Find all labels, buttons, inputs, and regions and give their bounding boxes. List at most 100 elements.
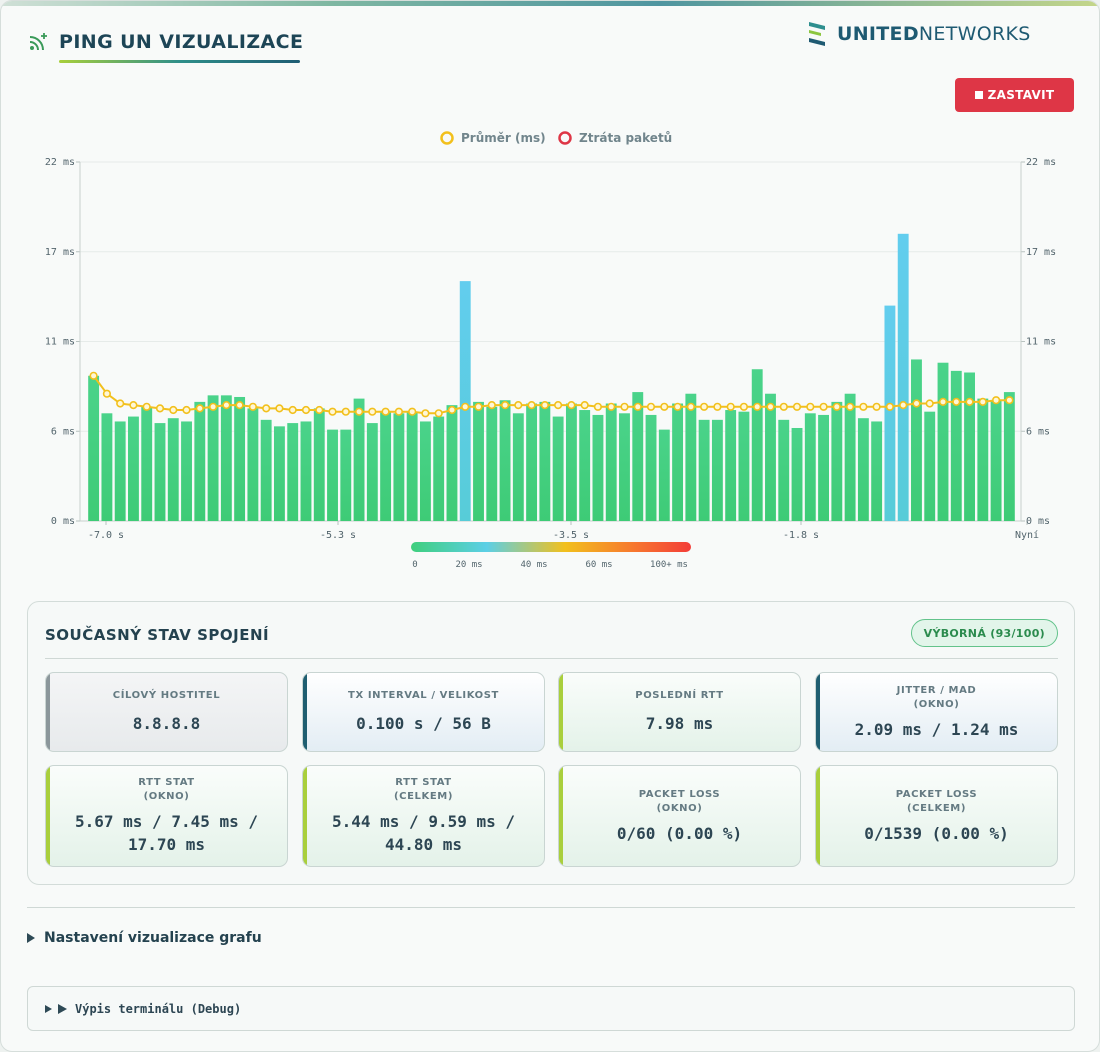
chart-bar xyxy=(897,233,909,522)
chart-bar xyxy=(473,401,484,521)
chart-bar xyxy=(300,421,312,521)
avg-line-point xyxy=(1005,396,1014,405)
avg-line-point xyxy=(660,402,669,411)
chart-bar xyxy=(539,401,551,521)
chart-bar xyxy=(725,410,737,521)
avg-line-point xyxy=(116,399,125,408)
avg-line-point xyxy=(912,399,921,408)
chart-bar xyxy=(765,393,776,521)
avg-line-point xyxy=(355,407,364,416)
tile-label: PACKET LOSS xyxy=(895,788,978,800)
avg-line-point xyxy=(553,401,563,410)
chart-bar xyxy=(220,395,232,521)
top-accent-bar xyxy=(1,1,1099,6)
y-tick-label-left: 0 ms xyxy=(51,516,75,527)
tile-last-rtt: POSLEDNÍ RTT 7.98 ms xyxy=(558,672,801,752)
chart-bar xyxy=(990,400,1002,521)
avg-line-point xyxy=(925,399,934,408)
y-tick-label-right: 17 ms xyxy=(1026,247,1056,258)
chart-colorbar: 0 20 ms 40 ms 60 ms 100+ ms xyxy=(411,542,691,570)
avg-line-point xyxy=(315,405,324,415)
y-tick-label-left: 6 ms xyxy=(51,426,75,437)
avg-line-point xyxy=(155,404,165,413)
chart-bar xyxy=(778,419,790,521)
avg-line-point xyxy=(514,401,523,410)
tile-label: POSLEDNÍ RTT xyxy=(635,690,724,701)
x-tick-label: Nyní xyxy=(1015,529,1039,541)
tile-packet-loss-total: PACKET LOSS (CELKEM) 0/1539 (0.00 %) xyxy=(815,765,1058,867)
avg-line-point xyxy=(262,404,271,413)
chart-bar xyxy=(698,419,710,521)
tile-label: RTT STAT xyxy=(395,777,452,788)
tile-value: 0/1539 (0.00 %) xyxy=(864,823,1009,843)
colorbar-label: 100+ ms xyxy=(650,560,688,570)
avg-line-point xyxy=(819,402,828,411)
chart-bar xyxy=(672,403,684,521)
avg-line-point xyxy=(474,402,483,411)
avg-line-point xyxy=(182,405,191,415)
tile-rtt-stat-window: RTT STAT (OKNO) 5.67 ms / 7.45 ms / 17.7… xyxy=(45,765,288,867)
avg-line-point xyxy=(288,405,297,415)
colorbar-gradient xyxy=(411,542,691,552)
avg-line-point xyxy=(978,397,987,407)
chart-settings-toggle[interactable]: Nastavení vizualizace grafu xyxy=(27,930,262,946)
chart-bar xyxy=(1003,392,1015,521)
avg-line-point xyxy=(739,402,749,411)
tile-jitter: JITTER / MAD (OKNO) 2.09 ms / 1.24 ms xyxy=(815,672,1058,752)
avg-line-point xyxy=(89,371,98,380)
united-networks-logo-icon xyxy=(809,22,825,46)
chart-bar xyxy=(101,413,113,521)
avg-line-point xyxy=(779,402,788,411)
avg-line-point xyxy=(806,402,815,411)
avg-line-point xyxy=(938,397,948,407)
title-underline xyxy=(59,60,300,63)
chart-tick-labels: 22 ms 22 ms 17 ms 17 ms 11 ms 11 ms 6 ms 6 ms 0 … xyxy=(45,157,1056,541)
brand-wordmark: UNITEDNETWORKS xyxy=(837,23,1031,45)
tile-value: 0/60 (0.00 %) xyxy=(616,823,743,843)
chart-bar xyxy=(366,423,378,521)
chart-legend: Průměr (ms) Ztráta paketů xyxy=(440,131,672,145)
page-title: PING UN VIZUALIZACE xyxy=(59,31,304,53)
chart-bar xyxy=(857,418,869,521)
tile-label: CÍLOVÝ HOSTITEL xyxy=(112,690,221,701)
avg-line-point xyxy=(952,397,961,407)
chart-bar xyxy=(831,401,843,521)
avg-line-point xyxy=(328,407,337,416)
chart-bar xyxy=(937,362,949,521)
chart-bars xyxy=(88,233,1015,522)
y-tick-label-left: 22 ms xyxy=(45,157,75,168)
tile-rtt-stat-total: RTT STAT (CELKEM) 5.44 ms / 9.59 ms / 44… xyxy=(302,765,545,867)
stop-button-label: ZASTAVIT xyxy=(987,88,1055,102)
chart-bar xyxy=(114,421,126,521)
avg-line-point xyxy=(859,402,868,411)
avg-line-point xyxy=(766,402,775,411)
chart-bar xyxy=(154,423,166,521)
chart-bar xyxy=(167,418,179,521)
chart-bar xyxy=(592,414,604,521)
triangle-right-icon xyxy=(45,1004,52,1013)
chart-bar xyxy=(499,400,511,521)
tile-label: TX INTERVAL / VELIKOST xyxy=(348,690,499,701)
triangle-right-icon xyxy=(27,933,35,943)
avg-line-point xyxy=(527,401,536,410)
chart-bar xyxy=(911,359,922,521)
terminal-output-toggle[interactable]: Výpis terminálu (Debug) xyxy=(27,986,1075,1031)
chart-bar xyxy=(738,411,750,521)
chart-bar xyxy=(247,408,259,521)
chart-bar xyxy=(526,403,538,521)
tile-sublabel: (OKNO) xyxy=(656,802,703,814)
stop-button[interactable]: ZASTAVIT xyxy=(955,78,1074,112)
chart-bar xyxy=(579,410,591,521)
avg-line-point xyxy=(607,402,616,411)
avg-line-point xyxy=(301,405,311,415)
chart-bar xyxy=(685,393,697,521)
colorbar-label: 0 xyxy=(412,560,417,570)
chart-bar xyxy=(512,413,524,521)
chart-bar xyxy=(619,413,630,521)
chart-bar xyxy=(844,393,856,521)
legend-loss-label: Ztráta paketů xyxy=(579,131,672,145)
chart-bar xyxy=(207,395,219,521)
avg-line-point xyxy=(646,402,656,411)
avg-line-point xyxy=(872,402,881,411)
